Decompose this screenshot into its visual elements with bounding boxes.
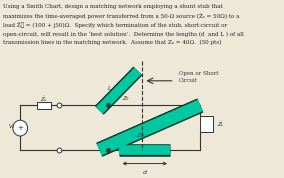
Text: $\tilde{V}_s$: $\tilde{V}_s$	[8, 121, 16, 131]
Text: load Ẑℓ = (100 + j50)Ω.  Specify which termination of the stub, short-circuit or: load Ẑℓ = (100 + j50)Ω. Specify which te…	[3, 22, 227, 28]
Text: +: +	[17, 125, 23, 131]
Text: $Z_0$: $Z_0$	[136, 131, 145, 140]
Text: Open or Short
Circuit: Open or Short Circuit	[179, 71, 219, 83]
Text: transmission lines in the matching network.  Assume that Zₒ = 40Ω.  (50 pts): transmission lines in the matching netwo…	[3, 40, 221, 45]
Bar	[201, 116, 213, 132]
Text: $\tilde{Z}_L$: $\tilde{Z}_L$	[217, 119, 225, 129]
Text: $\tilde{Z}_s$: $\tilde{Z}_s$	[40, 95, 48, 104]
Text: $L$: $L$	[107, 84, 112, 92]
Text: maximizes the time-averaged power transferred from a 50-Ω source (Ẑₛ = 50Ω) to a: maximizes the time-averaged power transf…	[3, 13, 239, 19]
Text: $d$: $d$	[142, 169, 148, 177]
Text: Using a Smith Chart, design a matching network employing a shunt stub that: Using a Smith Chart, design a matching n…	[3, 4, 223, 9]
Circle shape	[13, 120, 28, 136]
Text: open-circuit, will result in the ‘best solution’.  Determine the lengths (d  and: open-circuit, will result in the ‘best s…	[3, 31, 243, 36]
Bar	[37, 103, 51, 109]
Text: $Z_0$: $Z_0$	[122, 94, 130, 103]
